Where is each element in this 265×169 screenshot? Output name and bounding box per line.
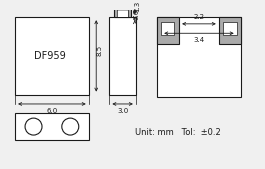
Bar: [114, 6, 131, 17]
Bar: [223, 22, 237, 35]
Text: 6.0: 6.0: [46, 108, 58, 114]
Text: 1.3: 1.3: [134, 0, 140, 12]
Text: 2.2: 2.2: [193, 14, 205, 20]
Bar: [157, 17, 179, 44]
Bar: [117, 11, 128, 17]
Bar: [15, 17, 89, 94]
Bar: [15, 113, 89, 140]
Bar: [219, 17, 241, 44]
Text: 3.4: 3.4: [193, 37, 205, 43]
Text: 3.0: 3.0: [117, 108, 128, 114]
Text: 0.6: 0.6: [134, 9, 140, 20]
Text: DF959: DF959: [34, 51, 66, 61]
Bar: [161, 22, 174, 35]
Bar: [109, 17, 136, 94]
Bar: [157, 17, 241, 97]
Text: 8.5: 8.5: [96, 45, 102, 56]
Text: Unit: mm   Tol:  ±0.2: Unit: mm Tol: ±0.2: [135, 128, 220, 137]
